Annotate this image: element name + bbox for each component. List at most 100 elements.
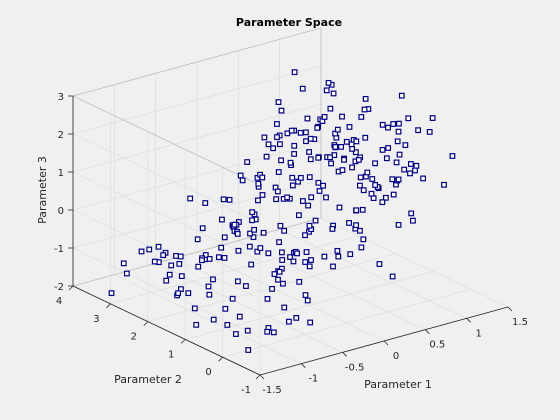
data-point [108,290,115,297]
axes [68,95,513,380]
data-point [316,188,323,194]
data-point [306,222,313,229]
data-point [297,174,304,181]
data-point [271,271,278,277]
data-point [219,216,225,223]
data-point [407,161,414,167]
data-point [178,273,185,280]
data-point [360,236,367,243]
data-point [234,278,241,285]
data-point [265,141,272,148]
data-point [155,243,162,250]
data-point [420,175,427,182]
floor-grid-line [222,288,471,358]
data-point [263,153,270,160]
data-point [396,120,402,127]
data-point [303,249,310,255]
x-axis-label: Parameter 1 [364,378,432,391]
box-edge [72,217,322,287]
data-point [221,254,228,261]
x-tick-label: 1.5 [512,317,528,328]
box-edge [72,27,322,97]
data-point [294,250,300,257]
data-point [176,260,183,267]
y-tick [68,285,74,291]
data-point [408,210,415,217]
data-point [305,202,312,209]
data-point [385,145,392,151]
data-point [396,151,403,158]
data-point [362,95,369,102]
wall-grid-line [72,247,261,338]
data-point [352,149,359,156]
data-point [343,138,350,145]
data-point [355,156,362,163]
data-point [304,115,311,122]
data-point [289,174,296,181]
data-point [336,204,343,211]
data-point [185,290,192,297]
data-point [193,321,200,328]
data-point [257,245,264,251]
data-point [327,154,333,161]
floor-grid-line [110,235,359,305]
data-point [335,253,342,260]
data-point [279,257,286,263]
data-point [138,248,145,255]
data-point [338,143,344,150]
data-point [259,174,266,181]
y-tick-label: -1 [241,385,251,396]
data-point [359,206,366,213]
data-point [302,259,309,265]
data-point [237,172,244,179]
data-point [175,290,181,297]
y-tick-label: 4 [56,296,62,307]
data-point [206,291,213,298]
data-point [389,273,396,280]
data-point [314,124,321,131]
data-point [278,249,285,256]
data-point [177,253,184,260]
data-point [306,149,312,155]
box-edge [72,95,261,186]
data-point [390,191,397,198]
x-tick [383,340,389,346]
z-tick-label: 3 [58,92,64,103]
data-point [346,220,352,226]
data-point [401,166,408,173]
x-tick [342,352,347,357]
data-point [379,121,386,128]
data-point [296,212,302,219]
wall-grid-line [72,133,261,224]
data-point [277,141,283,148]
data-point [276,268,283,275]
y-tick [106,303,111,309]
data-point [303,138,309,145]
data-point [246,243,253,250]
data-point [290,258,297,265]
data-point [202,200,209,206]
data-point [146,246,153,253]
data-point [390,121,397,127]
data-point [163,277,170,284]
data-point [449,153,456,159]
data-point [297,129,304,136]
tick-labels: -1.5 -1 -0.5 0 0.5 1 1.5 -1 0 1 2 3 4 -2 -1 0 1 2 3 [54,92,528,396]
data-point [249,209,256,216]
data-point [173,253,179,259]
data-point [291,142,298,149]
data-point [412,167,418,174]
data-point [349,164,355,171]
data-point [413,162,420,169]
data-point [405,115,412,122]
data-point [259,192,266,198]
x-tick [259,374,265,380]
data-point [120,260,127,267]
data-point [356,182,363,189]
data-point [275,99,282,106]
data-point [250,234,257,241]
floor-grid-line [320,217,509,308]
data-point [195,263,202,270]
data-point [402,142,409,149]
data-point [168,262,175,269]
